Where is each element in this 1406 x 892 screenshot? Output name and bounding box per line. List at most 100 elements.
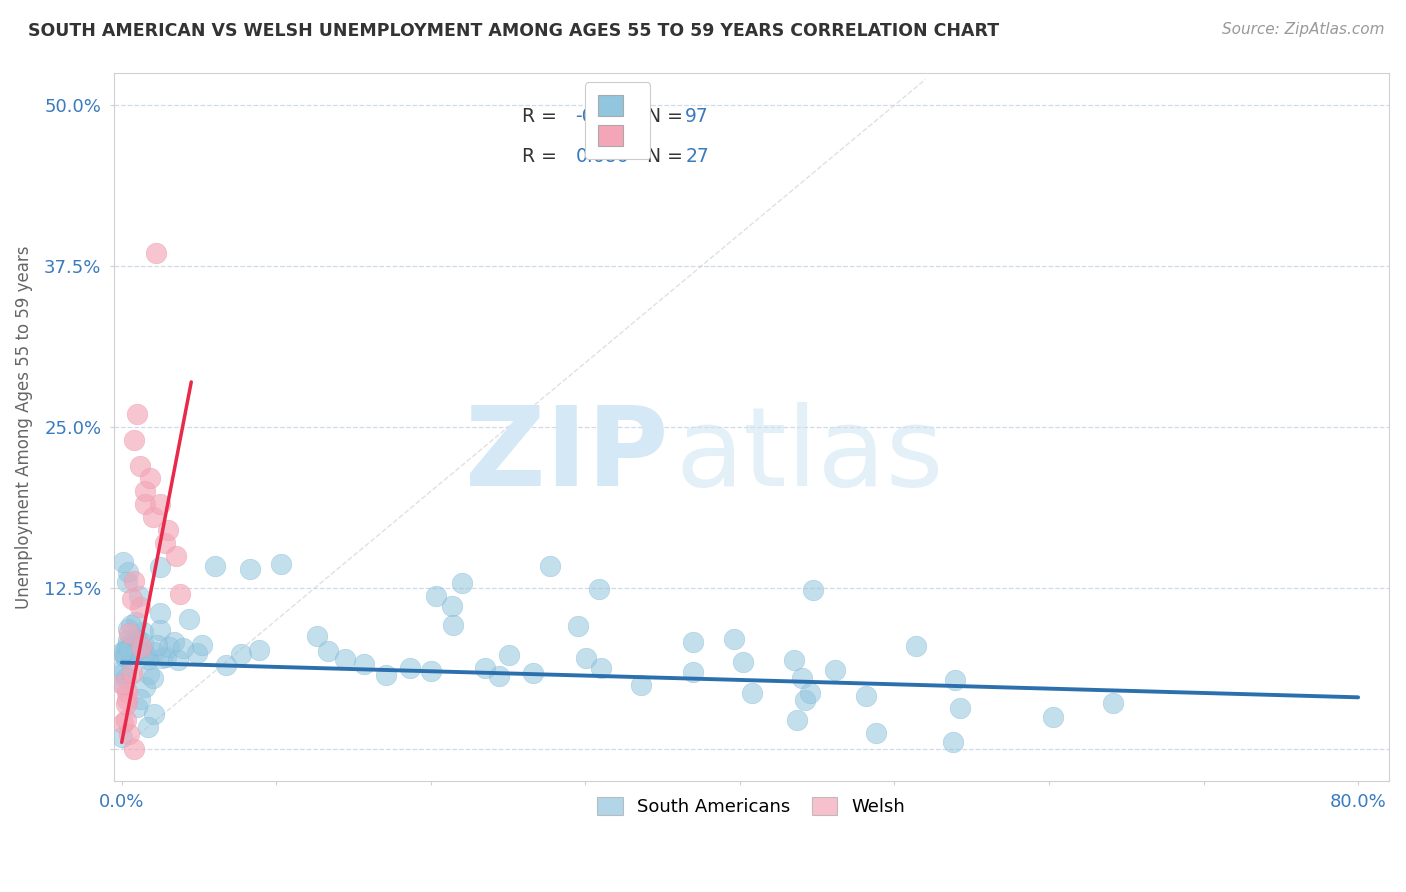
Point — [824, 663, 846, 677]
Point — [799, 686, 821, 700]
Point — [419, 665, 441, 679]
Point — [114, 648, 136, 663]
Y-axis label: Unemployment Among Ages 55 to 59 years: Unemployment Among Ages 55 to 59 years — [15, 245, 32, 608]
Point — [117, 622, 139, 636]
Point — [142, 707, 165, 722]
Point — [333, 652, 356, 666]
Point — [115, 640, 138, 654]
Point — [138, 471, 160, 485]
Point — [163, 635, 186, 649]
Point — [122, 433, 145, 447]
Point — [682, 635, 704, 649]
Point — [112, 662, 135, 676]
Point — [120, 639, 142, 653]
Point — [115, 685, 138, 699]
Point — [186, 646, 208, 660]
Point — [1101, 697, 1123, 711]
Point — [125, 700, 148, 714]
Text: N =: N = — [647, 147, 689, 166]
Point — [538, 559, 561, 574]
Point — [122, 574, 145, 589]
Point — [801, 582, 824, 597]
Text: 97: 97 — [685, 107, 709, 127]
Point — [134, 497, 156, 511]
Point — [118, 727, 141, 741]
Point — [112, 678, 135, 692]
Point — [172, 640, 194, 655]
Point — [157, 523, 180, 537]
Point — [150, 651, 173, 665]
Point — [741, 686, 763, 700]
Point — [111, 730, 134, 744]
Point — [127, 407, 149, 421]
Text: SOUTH AMERICAN VS WELSH UNEMPLOYMENT AMONG AGES 55 TO 59 YEARS CORRELATION CHART: SOUTH AMERICAN VS WELSH UNEMPLOYMENT AMO… — [28, 22, 1000, 40]
Point — [142, 510, 165, 524]
Text: ZIP: ZIP — [465, 401, 669, 508]
Point — [441, 599, 464, 613]
Point — [316, 643, 339, 657]
Point — [215, 658, 238, 673]
Point — [122, 741, 145, 756]
Point — [121, 665, 143, 680]
Point — [115, 693, 138, 707]
Point — [733, 655, 755, 669]
Point — [112, 645, 135, 659]
Text: 0.686: 0.686 — [575, 147, 628, 166]
Point — [129, 640, 152, 655]
Point — [567, 619, 589, 633]
Point — [865, 726, 887, 740]
Point — [786, 714, 808, 728]
Point — [942, 735, 965, 749]
Point — [131, 646, 153, 660]
Point — [1042, 710, 1064, 724]
Point — [129, 458, 152, 473]
Point — [120, 618, 142, 632]
Point — [949, 700, 972, 714]
Point — [905, 640, 928, 654]
Point — [115, 574, 138, 589]
Text: 27: 27 — [685, 147, 709, 166]
Point — [157, 640, 180, 654]
Point — [179, 612, 201, 626]
Point — [153, 536, 176, 550]
Point — [125, 632, 148, 647]
Point — [441, 618, 464, 632]
Point — [115, 713, 138, 727]
Point — [127, 643, 149, 657]
Point — [149, 606, 172, 620]
Point — [425, 590, 447, 604]
Point — [115, 697, 138, 711]
Point — [142, 671, 165, 685]
Point — [112, 716, 135, 731]
Point — [114, 650, 136, 665]
Point — [165, 549, 187, 563]
Point — [191, 638, 214, 652]
Point — [247, 643, 270, 657]
Point — [943, 673, 966, 687]
Point — [488, 669, 510, 683]
Point — [575, 651, 598, 665]
Point — [129, 600, 152, 615]
Point — [136, 652, 159, 666]
Text: R =: R = — [522, 107, 562, 127]
Point — [239, 562, 262, 576]
Legend: South Americans, Welsh: South Americans, Welsh — [589, 788, 914, 825]
Point — [723, 632, 745, 647]
Point — [117, 565, 139, 579]
Point — [132, 625, 155, 640]
Point — [128, 589, 150, 603]
Point — [111, 555, 134, 569]
Point — [630, 678, 652, 692]
Point — [138, 666, 160, 681]
Point — [374, 668, 396, 682]
Point — [118, 642, 141, 657]
Text: atlas: atlas — [675, 401, 943, 508]
Point — [307, 628, 329, 642]
Point — [138, 720, 160, 734]
Text: N =: N = — [647, 107, 689, 127]
Point — [790, 671, 813, 685]
Point — [270, 557, 292, 571]
Point — [134, 680, 156, 694]
Point — [783, 653, 806, 667]
Point — [115, 643, 138, 657]
